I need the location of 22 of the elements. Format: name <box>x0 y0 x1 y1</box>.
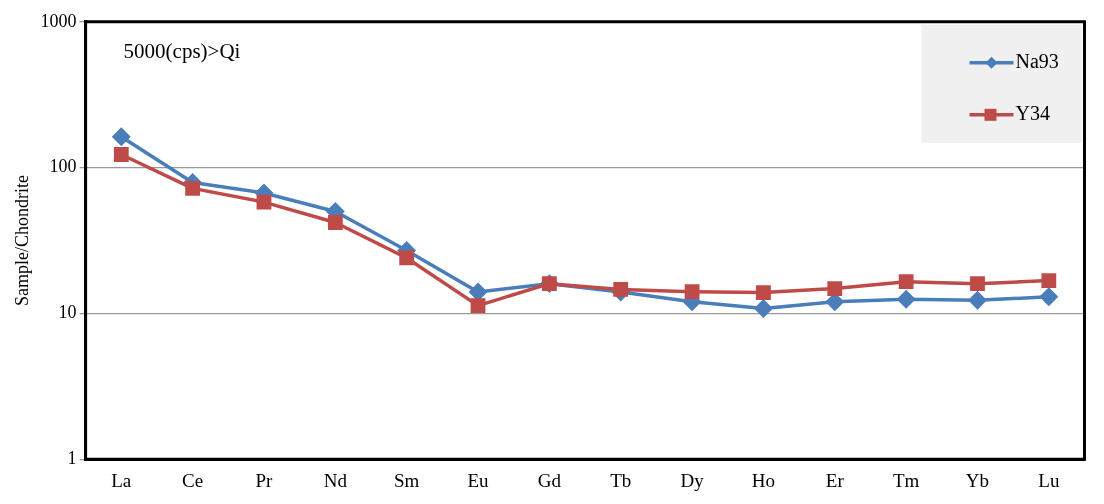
x-tick-label: Dy <box>680 469 705 491</box>
x-tick-label: Ce <box>182 469 204 491</box>
x-tick-label: Eu <box>467 469 490 491</box>
y-tick-label: 100 <box>49 156 77 177</box>
y-tick-label: 1 <box>67 447 77 468</box>
y-tick-label: 1000 <box>40 10 77 31</box>
legend-label: Na93 <box>1015 50 1059 73</box>
x-tick-label: Sm <box>394 469 420 491</box>
x-tick-label: Tb <box>610 469 632 491</box>
x-tick-label: Er <box>825 469 845 491</box>
x-tick-label: Lu <box>1038 469 1060 491</box>
x-tick-label: Gd <box>537 469 562 491</box>
x-tick-label: Tm <box>892 469 920 491</box>
x-tick-label: Nd <box>323 469 348 491</box>
x-tick-label: Yb <box>965 469 990 491</box>
y-tick-label: 10 <box>58 302 77 323</box>
x-tick-label: La <box>111 469 132 491</box>
y-axis-title: Sample/Chondrite <box>11 175 32 306</box>
legend-label: Y34 <box>1015 102 1050 125</box>
x-tick-label: Ho <box>751 469 776 491</box>
x-tick-label: Pr <box>255 469 274 491</box>
annotation: 5000(cps)>Qi <box>123 38 241 63</box>
